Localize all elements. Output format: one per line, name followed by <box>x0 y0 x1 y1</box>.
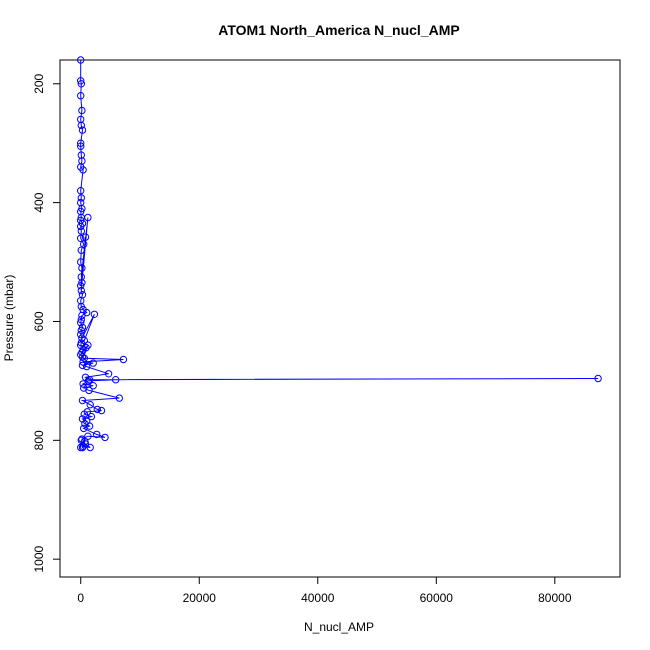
data-point <box>90 310 99 318</box>
data-point <box>83 362 91 371</box>
y-axis-label: Pressure (mbar) <box>2 275 16 362</box>
data-point <box>101 433 109 442</box>
data-point <box>77 319 85 327</box>
plot-frame <box>59 59 621 578</box>
data-point <box>77 222 85 231</box>
data-point <box>77 121 86 130</box>
data-point <box>77 436 86 444</box>
data-point <box>77 194 86 202</box>
data-point <box>79 166 87 174</box>
data-point <box>97 406 106 415</box>
x-axis-label: N_nucl_AMP <box>304 620 374 634</box>
data-point <box>85 376 94 384</box>
data-point <box>77 139 85 147</box>
x-tick-label: 40000 <box>301 591 335 605</box>
data-point <box>77 282 85 290</box>
x-axis: 0 20000 40000 60000 80000 <box>77 576 572 605</box>
data-point <box>77 316 86 324</box>
data-point <box>77 80 86 88</box>
x-tick-label: 60000 <box>420 591 454 605</box>
data-point <box>78 106 86 115</box>
x-tick-label: 20000 <box>183 591 217 605</box>
data-point <box>78 334 86 342</box>
data-point <box>89 382 97 390</box>
data-point <box>79 380 87 388</box>
data-point <box>77 443 85 452</box>
data-point <box>77 286 86 295</box>
data-point <box>78 353 87 361</box>
data-point <box>78 264 86 272</box>
y-tick-label: 200 <box>32 73 46 93</box>
data-point <box>87 412 96 421</box>
data-point <box>119 355 128 364</box>
data-point <box>93 430 101 439</box>
x-tick-label: 0 <box>77 591 84 605</box>
chart-title: ATOM1 North_America N_nucl_AMP <box>218 22 459 38</box>
y-tick-label: 600 <box>32 311 46 331</box>
data-point <box>85 386 93 395</box>
data-point <box>115 394 124 402</box>
data-point <box>79 358 87 366</box>
data-point <box>80 424 88 433</box>
data-point <box>594 374 602 383</box>
y-axis: 200 400 600 800 1000 <box>32 73 61 573</box>
data-point <box>78 361 87 370</box>
data-point <box>77 92 85 100</box>
series-layer <box>77 56 602 452</box>
data-point <box>77 187 85 195</box>
y-tick-label: 400 <box>32 192 46 212</box>
data-point <box>112 376 120 384</box>
data-point <box>77 234 85 243</box>
x-tick-label: 80000 <box>538 591 572 605</box>
data-point <box>104 370 113 378</box>
data-point <box>80 354 89 362</box>
data-point <box>89 359 97 367</box>
data-point <box>78 126 87 134</box>
data-point <box>77 326 86 335</box>
y-tick-label: 1000 <box>32 546 46 573</box>
data-point <box>77 56 85 64</box>
data-point <box>84 341 92 349</box>
data-point <box>78 396 87 405</box>
data-point <box>77 142 85 150</box>
data-point <box>77 330 85 339</box>
data-point <box>81 233 90 241</box>
data-point <box>80 410 89 418</box>
y-tick-label: 800 <box>32 430 46 450</box>
data-point <box>93 405 102 414</box>
series-line <box>80 60 599 449</box>
data-point <box>77 246 86 254</box>
data-point <box>78 311 86 320</box>
data-point <box>86 401 94 409</box>
data-point <box>77 227 86 235</box>
data-point <box>86 443 94 452</box>
data-point <box>84 213 92 222</box>
data-point <box>77 77 85 85</box>
